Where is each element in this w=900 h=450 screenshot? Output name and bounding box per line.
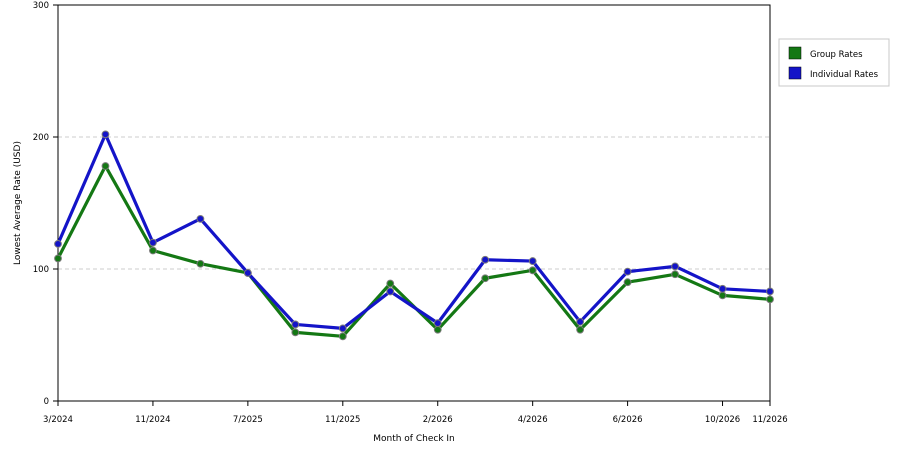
x-tick-label: 10/2026 [705, 415, 740, 425]
x-axis-title: Month of Check In [373, 434, 455, 444]
legend: Group Rates Individual Rates [778, 38, 890, 87]
data-point-group-rates [291, 328, 300, 337]
data-point-group-rates [338, 332, 347, 341]
y-axis-title: Lowest Average Rate (USD) [13, 141, 23, 265]
data-point-group-rates [671, 270, 679, 279]
data-point-group-rates [718, 291, 727, 300]
data-point-group-rates [623, 278, 632, 287]
y-tick-label: 100 [33, 265, 49, 275]
data-point-individual-rates [576, 317, 585, 326]
series-layer [54, 130, 774, 341]
x-tick-label: 3/2024 [43, 415, 73, 425]
data-point-group-rates [386, 279, 395, 288]
data-point-individual-rates [243, 269, 252, 277]
data-point-individual-rates [528, 257, 537, 265]
x-tick-label: 11/2025 [325, 415, 360, 425]
y-tick-label: 200 [33, 133, 49, 143]
y-tick-label: 300 [33, 1, 49, 11]
x-tick-label: 6/2026 [613, 415, 643, 425]
data-point-group-rates [528, 266, 537, 275]
data-point-group-rates [149, 246, 157, 255]
legend-label-individual-rates: Individual Rates [810, 70, 879, 80]
data-point-individual-rates [386, 287, 395, 296]
grid-lines [58, 136, 770, 270]
data-point-individual-rates [149, 238, 157, 247]
y-tick-label: 0 [44, 397, 49, 407]
series-line-individual-rates [56, 132, 771, 330]
data-point-individual-rates [291, 320, 300, 329]
x-tick-label: 4/2026 [518, 415, 548, 425]
data-point-individual-rates [671, 262, 679, 271]
data-point-individual-rates [766, 287, 774, 296]
series-line-group-rates [56, 164, 771, 338]
legend-label-group-rates: Group Rates [810, 50, 863, 60]
x-axis: 3/2024 11/2024 7/2025 11/2025 2/2026 4/2026 6/… [43, 401, 788, 425]
legend-swatch-individual-rates [788, 66, 802, 80]
data-point-individual-rates [338, 324, 347, 333]
x-tick-label: 2/2026 [423, 415, 453, 425]
y-axis: 0 100 200 300 [33, 1, 58, 407]
data-point-group-rates [576, 325, 585, 334]
data-point-group-rates [481, 274, 490, 283]
data-point-group-rates [196, 259, 205, 268]
x-tick-label: 11/2024 [135, 415, 170, 425]
legend-swatch-group-rates [788, 46, 802, 60]
data-point-individual-rates [718, 284, 727, 293]
x-tick-label: 7/2025 [233, 415, 263, 425]
data-point-individual-rates [101, 130, 110, 139]
data-point-group-rates [766, 295, 774, 304]
data-point-individual-rates [54, 240, 62, 248]
data-point-group-rates [101, 162, 110, 170]
plot-frame [57, 4, 771, 402]
data-point-individual-rates [196, 214, 205, 223]
data-point-group-rates [433, 325, 442, 334]
data-point-individual-rates [481, 255, 490, 264]
x-tick-label: 11/2026 [752, 415, 787, 425]
data-point-individual-rates [433, 319, 442, 328]
data-point-group-rates [54, 254, 62, 263]
data-point-individual-rates [623, 267, 632, 276]
